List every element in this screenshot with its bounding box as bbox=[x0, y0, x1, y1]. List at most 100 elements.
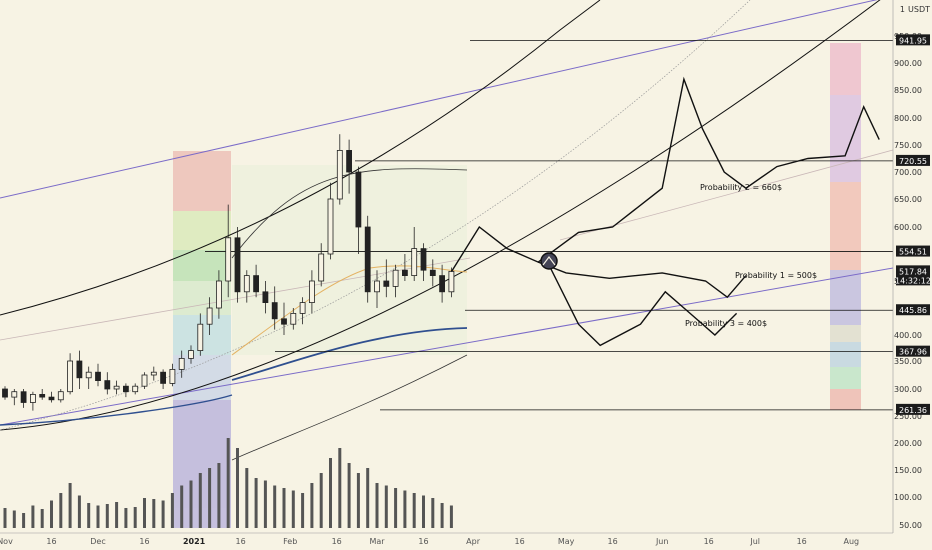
price-tick-label: 200.00 bbox=[894, 439, 922, 448]
candle-body bbox=[104, 380, 111, 390]
candle-body bbox=[308, 280, 315, 304]
volume-bar bbox=[347, 463, 351, 528]
candle-body bbox=[169, 368, 176, 384]
volume-bar bbox=[3, 508, 7, 528]
candle-body bbox=[197, 323, 204, 352]
candles bbox=[2, 134, 455, 411]
candle-body bbox=[178, 357, 185, 370]
volume-bar bbox=[329, 458, 332, 528]
candle-body bbox=[271, 302, 278, 320]
bollinger-zone bbox=[232, 165, 467, 355]
support-arc bbox=[0, 0, 881, 431]
price-tick-label: 350.00 bbox=[894, 357, 922, 366]
candle-body bbox=[215, 280, 222, 309]
candle-body bbox=[346, 149, 353, 173]
date-tick-label: Nov bbox=[0, 537, 13, 546]
volume-bar bbox=[356, 473, 360, 528]
candle-body bbox=[234, 237, 241, 293]
candle-body bbox=[123, 385, 129, 393]
candle-body bbox=[411, 248, 418, 277]
date-tick-label: 16 bbox=[608, 537, 618, 546]
candle-body bbox=[327, 198, 334, 255]
volume-bar bbox=[133, 507, 137, 528]
projection-label: Probability 3 = 400$ bbox=[685, 319, 767, 328]
candle-body bbox=[85, 371, 92, 379]
date-tick-label: 16 bbox=[139, 537, 149, 546]
price-tick-label: 150.00 bbox=[894, 466, 922, 475]
candle-body bbox=[429, 269, 436, 277]
volume-bar bbox=[31, 505, 35, 528]
volume-bar bbox=[143, 498, 146, 528]
candle-body bbox=[420, 248, 427, 271]
volume-bar bbox=[236, 448, 239, 528]
candle-body bbox=[57, 391, 64, 401]
date-tick-label: Jun bbox=[655, 537, 669, 546]
price-tick-label: 700.00 bbox=[894, 168, 922, 177]
price-box bbox=[896, 345, 930, 357]
volume-bar bbox=[319, 473, 323, 528]
volume-bar bbox=[384, 485, 388, 528]
candle-body bbox=[160, 371, 167, 384]
date-tick-label: 16 bbox=[46, 537, 56, 546]
price-axis[interactable]: 1 USDT 50.00 100.00 150.00 200.00 250.00 300.0… bbox=[892, 0, 931, 533]
date-tick-label: 2021 bbox=[183, 537, 206, 546]
volume-bar bbox=[152, 499, 156, 528]
volume-bar bbox=[68, 483, 72, 528]
lower-channel-line bbox=[0, 267, 894, 426]
bollinger-lower bbox=[231, 354, 468, 461]
candle-body bbox=[355, 171, 362, 228]
price-tick-label: 650.00 bbox=[894, 195, 922, 204]
candle-body bbox=[401, 269, 408, 277]
candle-body bbox=[392, 269, 399, 287]
volume-bar bbox=[403, 490, 407, 528]
price-box bbox=[896, 34, 930, 46]
volume-bar bbox=[22, 513, 26, 528]
volume-bar bbox=[282, 488, 286, 528]
volume-bar bbox=[291, 490, 295, 528]
date-tick-label: Feb bbox=[283, 537, 297, 546]
candle-body bbox=[113, 385, 120, 390]
volume-bar bbox=[449, 505, 453, 528]
projection-path[interactable] bbox=[546, 261, 738, 347]
date-tick-label: 16 bbox=[418, 537, 428, 546]
price-tick-label: 300.00 bbox=[894, 385, 922, 394]
price-box-label: 517.84 bbox=[899, 267, 927, 276]
candle-body bbox=[336, 149, 343, 200]
volume-bar bbox=[180, 485, 184, 528]
candle-body bbox=[48, 396, 55, 401]
price-tick-label: 800.00 bbox=[894, 114, 922, 123]
price-tick-label: 850.00 bbox=[894, 86, 922, 95]
volume-bar bbox=[394, 488, 398, 528]
projection-label: Probability 2 = 660$ bbox=[700, 183, 782, 192]
price-box bbox=[896, 304, 930, 316]
candle-body bbox=[243, 275, 250, 293]
price-tick-label: 750.00 bbox=[894, 141, 922, 150]
volume-bar bbox=[422, 495, 425, 528]
volume-bar bbox=[50, 500, 53, 528]
projection-annotations: Probability 2 = 660$ Probability 1 = 500$… bbox=[685, 183, 817, 328]
volume-bars bbox=[3, 438, 453, 528]
candle-body bbox=[225, 237, 232, 282]
candle-body bbox=[262, 291, 269, 303]
price-box-label: 367.96 bbox=[899, 348, 927, 357]
projection-path[interactable] bbox=[450, 76, 880, 273]
volume-bar bbox=[412, 493, 416, 528]
candle-body bbox=[29, 393, 36, 403]
price-box bbox=[896, 403, 930, 415]
projection-label: Probability 1 = 500$ bbox=[735, 271, 817, 280]
pivot-marker[interactable] bbox=[540, 252, 558, 270]
price-box bbox=[896, 245, 930, 257]
volume-bar bbox=[431, 498, 435, 528]
volume-bar bbox=[87, 503, 91, 528]
volume-bar bbox=[198, 473, 202, 528]
date-tick-label: Mar bbox=[369, 537, 385, 546]
volume-bar bbox=[226, 438, 230, 528]
candle-body bbox=[141, 374, 148, 387]
volume-bar bbox=[208, 468, 212, 528]
candle-body bbox=[364, 226, 371, 293]
projection-path[interactable] bbox=[537, 261, 747, 299]
candle-body bbox=[290, 312, 297, 325]
time-axis[interactable]: Nov 16 Dec 16 2021 16 Feb 16 Mar 16 Apr 16 May 16 Jun 1… bbox=[0, 532, 893, 546]
price-box-countdown: 14:32:12 bbox=[895, 276, 931, 285]
